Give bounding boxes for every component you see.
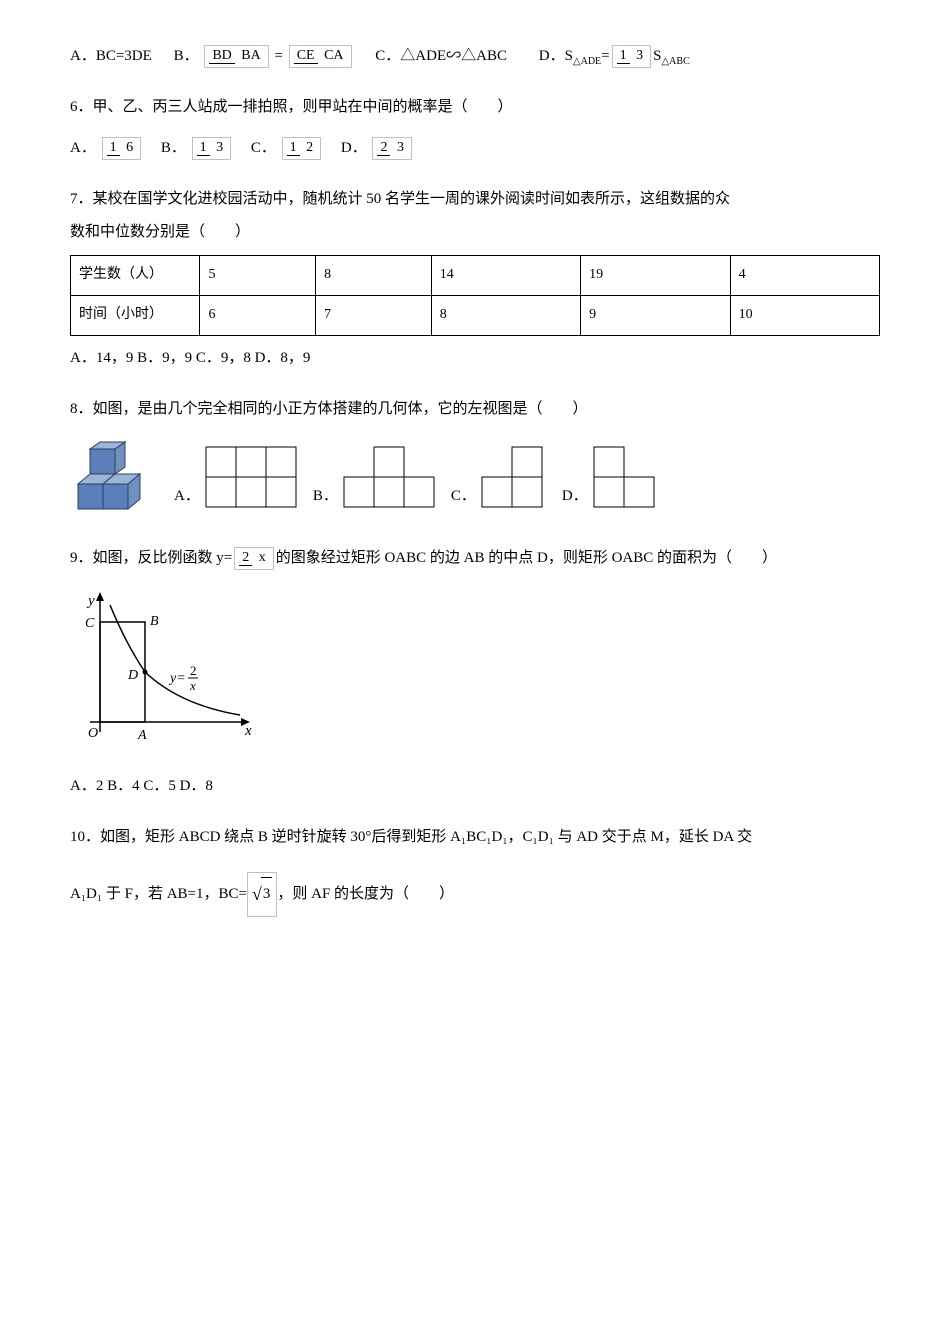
q10-sqrt: √3	[247, 872, 277, 918]
label-C: C	[85, 616, 95, 631]
q7-text1: 7．某校在国学文化进校园活动中，随机统计 50 名学生一周的课外阅读时间如表所示…	[70, 183, 880, 216]
q10-line2: A₁D₁ 于 F，若 AB=1，BC= √3 ，则 AF 的长度为（ ）	[70, 872, 880, 918]
table-row: 时间（小时） 6 7 8 9 10	[71, 295, 880, 335]
opt-d-eq: =	[601, 48, 609, 64]
q7-text2: 数和中位数分别是（ ）	[70, 216, 880, 249]
question-5-options: A．BC=3DE B． BD BA = CE CA C．△ADE∽△ABC D．…	[70, 40, 880, 73]
cell: 19	[581, 256, 730, 296]
opt-a-shape: A．	[174, 445, 299, 513]
q6-optB-frac: 1 3	[192, 137, 232, 160]
question-8: 8．如图，是由几个完全相同的小正方体搭建的几何体，它的左视图是（ ） A．	[70, 393, 880, 524]
question-7: 7．某校在国学文化进校园活动中，随机统计 50 名学生一周的课外阅读时间如表所示…	[70, 183, 880, 375]
q8-shapes: A． B． C．	[70, 434, 880, 524]
q6-optB-prefix: B．	[161, 140, 186, 156]
q7-answers: A．14，9 B．9，9 C．9，8 D．8，9	[70, 342, 880, 375]
q6-optC-frac: 1 2	[282, 137, 322, 160]
q8-labelC: C．	[451, 480, 476, 513]
cell: 8	[316, 256, 432, 296]
label-eq: y=	[168, 671, 186, 686]
opt-d-sub2: △ABC	[661, 56, 689, 67]
q8-text: 8．如图，是由几个完全相同的小正方体搭建的几何体，它的左视图是（ ）	[70, 393, 880, 426]
q6-optC-prefix: C．	[251, 140, 276, 156]
opt-b-eq: =	[274, 48, 282, 64]
opt-b-shape: B．	[313, 445, 437, 513]
q9-graph: y C B D O A x y= 2 x	[70, 587, 260, 757]
q8-labelB: B．	[313, 480, 338, 513]
opt-c: C．△ADE∽△ABC	[375, 48, 507, 64]
grid-a	[204, 445, 299, 513]
label-eq-num: 2	[190, 663, 197, 678]
opt-d-shape: D．	[562, 445, 660, 513]
question-9: 9．如图，反比例函数 y= 2 x 的图象经过矩形 OABC 的边 AB 的中点…	[70, 542, 880, 803]
table-row: 学生数（人） 5 8 14 19 4	[71, 256, 880, 296]
opt-d-prefix: D．S	[539, 48, 573, 64]
q9-frac: 2 x	[234, 547, 274, 570]
question-10: 10．如图，矩形 ABCD 绕点 B 逆时针旋转 30°后得到矩形 A₁BC₁D…	[70, 821, 880, 918]
q6-options: A． 1 6 B． 1 3 C． 1 2 D． 2 3	[70, 132, 880, 165]
q9-text: 9．如图，反比例函数 y= 2 x 的图象经过矩形 OABC 的边 AB 的中点…	[70, 542, 880, 575]
label-D: D	[127, 668, 138, 683]
cell: 14	[431, 256, 580, 296]
label-eq-den: x	[189, 678, 196, 693]
q9-prefix: 9．如图，反比例函数 y=	[70, 550, 232, 566]
cell: 8	[431, 295, 580, 335]
cell: 5	[200, 256, 316, 296]
cell: 7	[316, 295, 432, 335]
q6-optA-prefix: A．	[70, 140, 96, 156]
q9-answers: A．2 B．4 C．5 D．8	[70, 770, 880, 803]
question-6: 6．甲、乙、丙三人站成一排拍照，则甲站在中间的概率是（ ） A． 1 6 B． …	[70, 91, 880, 165]
label-x: x	[244, 723, 252, 739]
opt-d-sub1: △ADE	[573, 56, 601, 67]
opt-b-frac2: CE CA	[289, 45, 352, 68]
opt-c-shape: C．	[451, 445, 548, 513]
grid-c	[480, 445, 548, 513]
grid-d	[592, 445, 660, 513]
cell: 10	[730, 295, 879, 335]
q8-labelD: D．	[562, 480, 588, 513]
q6-optA-frac: 1 6	[102, 137, 142, 160]
label-y: y	[86, 593, 95, 609]
q10-prefix: A₁D₁ 于 F，若 AB=1，BC=	[70, 886, 247, 902]
q6-text: 6．甲、乙、丙三人站成一排拍照，则甲站在中间的概率是（ ）	[70, 91, 880, 124]
opt-b-frac1: BD BA	[204, 45, 268, 68]
opt-a: A．BC=3DE	[70, 48, 152, 64]
label-B: B	[150, 614, 159, 629]
q6-optD-frac: 2 3	[372, 137, 412, 160]
q10-suffix: ，则 AF 的长度为（ ）	[277, 886, 454, 902]
q10-line1: 10．如图，矩形 ABCD 绕点 B 逆时针旋转 30°后得到矩形 A₁BC₁D…	[70, 821, 880, 854]
q9-suffix: 的图象经过矩形 OABC 的边 AB 的中点 D，则矩形 OABC 的面积为（ …	[276, 550, 777, 566]
q6-optD-prefix: D．	[341, 140, 367, 156]
q7-table: 学生数（人） 5 8 14 19 4 时间（小时） 6 7 8 9 10	[70, 255, 880, 336]
cube-figure	[70, 434, 160, 524]
opt-b-prefix: B．	[174, 48, 199, 64]
label-O: O	[88, 726, 98, 741]
cell: 6	[200, 295, 316, 335]
cell: 9	[581, 295, 730, 335]
opt-d-frac: 1 3	[612, 45, 652, 68]
label-A: A	[137, 728, 147, 743]
grid-b	[342, 445, 437, 513]
cell: 时间（小时）	[71, 295, 200, 335]
q8-labelA: A．	[174, 480, 200, 513]
cell: 4	[730, 256, 879, 296]
cell: 学生数（人）	[71, 256, 200, 296]
